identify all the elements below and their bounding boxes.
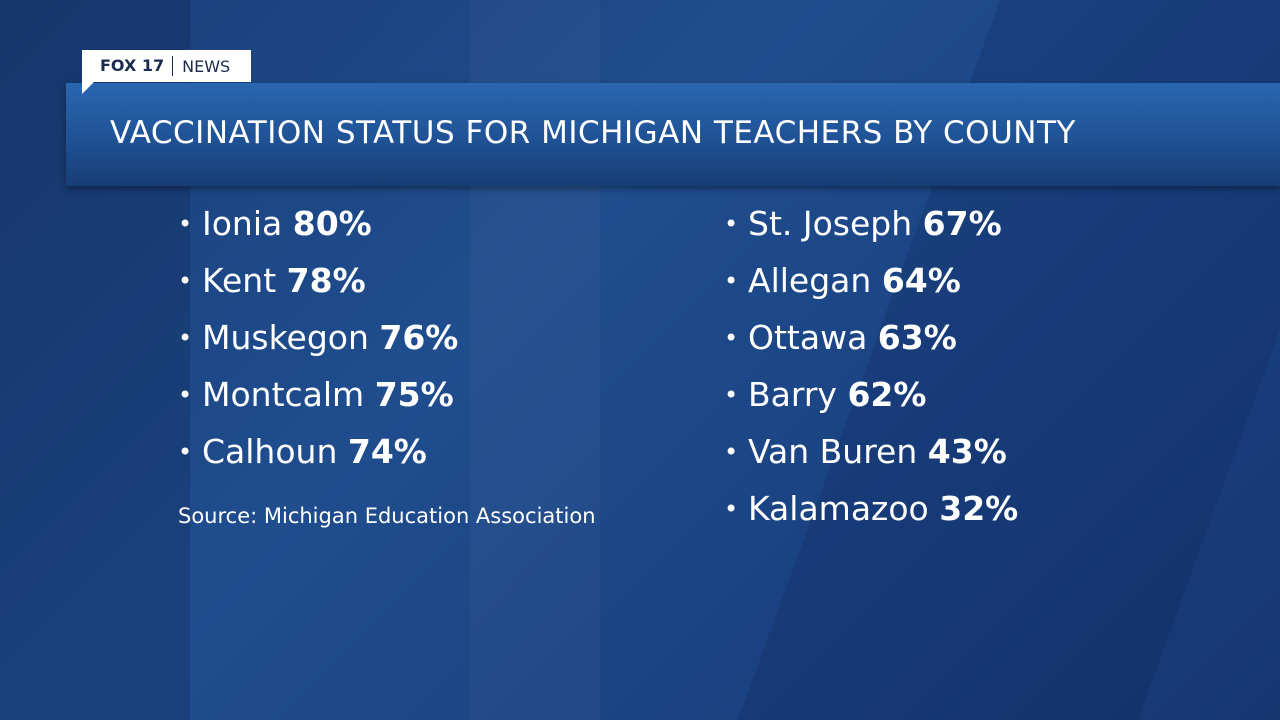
county-percent: 62% (847, 375, 927, 414)
county-item: Barry 62% (724, 375, 927, 415)
county-percent: 76% (379, 318, 459, 357)
county-item: Kent 78% (178, 261, 366, 301)
county-name: Calhoun (202, 432, 338, 471)
county-percent: 67% (922, 204, 1002, 243)
county-name: St. Joseph (748, 204, 913, 243)
county-name: Muskegon (202, 318, 369, 357)
title-banner: VACCINATION STATUS FOR MICHIGAN TEACHERS… (66, 83, 1280, 186)
title: VACCINATION STATUS FOR MICHIGAN TEACHERS… (110, 115, 1076, 151)
county-percent: 80% (292, 204, 372, 243)
county-percent: 64% (881, 261, 961, 300)
county-name: Ionia (202, 204, 283, 243)
county-name: Barry (748, 375, 837, 414)
county-item: St. Joseph 67% (724, 204, 1002, 244)
county-percent: 75% (374, 375, 454, 414)
county-item: Allegan 64% (724, 261, 961, 301)
logo-tail (82, 82, 94, 94)
county-name: Ottawa (748, 318, 868, 357)
county-percent: 32% (939, 489, 1019, 528)
county-item: Muskegon 76% (178, 318, 459, 358)
county-item: Montcalm 75% (178, 375, 454, 415)
county-name: Allegan (748, 261, 872, 300)
county-percent: 74% (347, 432, 427, 471)
logo-brand: FOX 17 (100, 56, 174, 76)
county-percent: 63% (877, 318, 957, 357)
county-item: Kalamazoo 32% (724, 489, 1019, 529)
county-name: Kalamazoo (748, 489, 929, 528)
county-name: Montcalm (202, 375, 365, 414)
county-name: Van Buren (748, 432, 918, 471)
county-item: Ionia 80% (178, 204, 372, 244)
county-name: Kent (202, 261, 277, 300)
county-item: Calhoun 74% (178, 432, 427, 472)
logo: FOX 17 NEWS (82, 50, 251, 82)
county-item: Ottawa 63% (724, 318, 957, 358)
county-percent: 43% (927, 432, 1007, 471)
county-item: Van Buren 43% (724, 432, 1007, 472)
source: Source: Michigan Education Association (178, 504, 596, 528)
logo-section: NEWS (182, 56, 231, 76)
county-percent: 78% (286, 261, 366, 300)
